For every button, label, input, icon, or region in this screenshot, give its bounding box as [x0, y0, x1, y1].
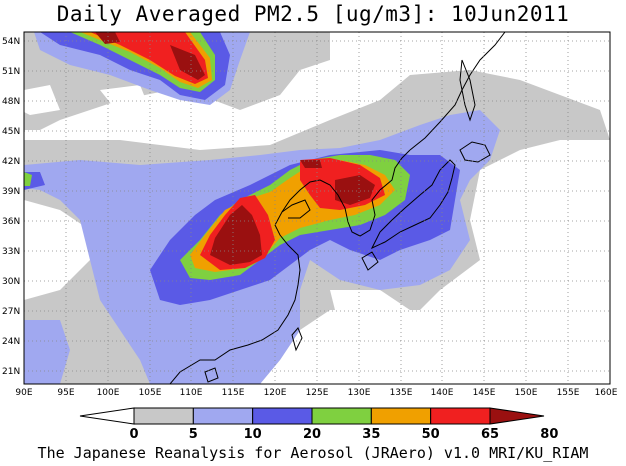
colorbar-label: 35: [362, 427, 380, 442]
x-tick-label: 120E: [264, 388, 287, 398]
x-tick-label: 125E: [306, 388, 329, 398]
x-tick-label: 105E: [139, 388, 162, 398]
x-tick-label: 140E: [431, 388, 454, 398]
map-title: Daily Averaged PM2.5 [ug/m3]: 10Jun2011: [56, 2, 570, 26]
colorbar-box: [133, 407, 194, 425]
japan-kyushu: [361, 251, 379, 271]
level-green-region: [24, 172, 32, 186]
x-tick-label: 150E: [515, 388, 538, 398]
colorbar-box: [252, 407, 313, 425]
y-tick-label: 33N: [2, 247, 20, 257]
colorbar-label: 80: [540, 427, 558, 442]
y-tick-label: 48N: [2, 97, 20, 107]
y-tick-label: 39N: [2, 187, 20, 197]
x-axis: 90E 95E 100E 105E 110E 115E 120E 125E 13…: [15, 388, 617, 398]
x-tick-label: 110E: [180, 388, 203, 398]
y-tick-label: 24N: [2, 337, 20, 347]
y-tick-label: 45N: [2, 127, 20, 137]
sakhalin: [459, 59, 476, 122]
y-tick-label: 27N: [2, 307, 20, 317]
y-tick-label: 42N: [2, 157, 20, 167]
colorbar-label: 10: [244, 427, 262, 442]
footer-credit: The Japanese Reanalysis for Aerosol (JRA…: [37, 444, 589, 462]
level-lightblue-region: [24, 320, 70, 384]
colorbar-label: 50: [422, 427, 440, 442]
korea-peninsula: [319, 149, 411, 237]
y-tick-label: 36N: [2, 217, 20, 227]
x-tick-label: 160E: [595, 388, 618, 398]
colorbar-right-arrow: [489, 407, 545, 425]
level-darkred-region: [335, 175, 375, 205]
level-darkred-region: [210, 205, 262, 265]
plot-frame: [23, 31, 611, 385]
colorbar-left-arrow: [79, 407, 135, 425]
graticule: [24, 32, 610, 384]
level-red-region: [90, 32, 208, 84]
hainan: [204, 367, 219, 383]
y-tick-label: 30N: [2, 277, 20, 287]
x-tick-label: 90E: [15, 388, 32, 398]
taiwan: [291, 327, 303, 352]
bohai-coast: [281, 199, 311, 219]
level-darkred-region: [95, 32, 120, 44]
japan-hokkaido: [459, 141, 491, 163]
white-gap: [330, 290, 410, 340]
white-gap: [100, 85, 150, 115]
coastlines: [169, 32, 506, 384]
x-tick-label: 95E: [57, 388, 74, 398]
colorbar: 0 5 10 20 35 50 65 80: [79, 407, 558, 442]
colorbar-label: 20: [303, 427, 321, 442]
china-coastline: [169, 179, 321, 384]
x-tick-label: 135E: [390, 388, 413, 398]
x-tick-label: 115E: [222, 388, 245, 398]
white-gap: [24, 200, 90, 300]
colorbar-label: 0: [129, 427, 138, 442]
colorbar-box: [192, 407, 254, 425]
concentration-field: [24, 32, 610, 384]
y-axis: 21N 24N 27N 30N 33N 36N 39N 42N 45N 48N …: [2, 37, 20, 377]
white-gap: [24, 85, 60, 115]
y-tick-label: 51N: [2, 67, 20, 77]
colorbar-label: 65: [481, 427, 499, 442]
colorbar-box: [370, 407, 432, 425]
colorbar-box: [311, 407, 372, 425]
x-tick-label: 130E: [348, 388, 371, 398]
x-tick-label: 100E: [97, 388, 120, 398]
y-tick-label: 21N: [2, 367, 20, 377]
level-darkred-region: [300, 160, 322, 168]
colorbar-box: [430, 407, 491, 425]
colorbar-label: 5: [189, 427, 198, 442]
y-tick-label: 54N: [2, 37, 20, 47]
x-tick-label: 155E: [557, 388, 580, 398]
x-tick-label: 145E: [473, 388, 496, 398]
